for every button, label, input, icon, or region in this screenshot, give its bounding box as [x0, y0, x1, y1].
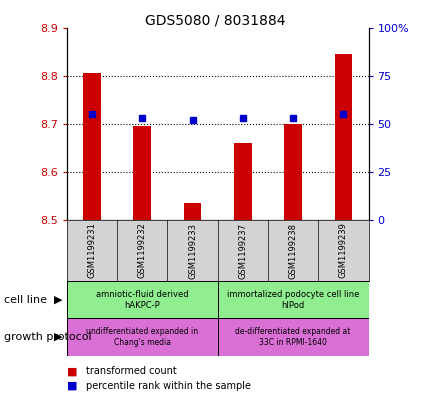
Text: GSM1199239: GSM1199239: [338, 222, 347, 279]
Bar: [284, 124, 301, 220]
Text: immortalized podocyte cell line
hIPod: immortalized podocyte cell line hIPod: [226, 290, 359, 310]
Text: GSM1199237: GSM1199237: [238, 222, 247, 279]
Text: transformed count: transformed count: [86, 366, 177, 376]
Text: ■: ■: [67, 381, 77, 391]
Text: cell line: cell line: [4, 295, 47, 305]
Bar: [67, 318, 217, 356]
Text: GSM1199232: GSM1199232: [138, 222, 146, 279]
Text: de-differentiated expanded at
33C in RPMI-1640: de-differentiated expanded at 33C in RPM…: [235, 327, 350, 347]
Text: GDS5080 / 8031884: GDS5080 / 8031884: [145, 14, 285, 28]
Text: GSM1199231: GSM1199231: [87, 222, 96, 279]
Text: ■: ■: [67, 366, 77, 376]
Bar: [334, 54, 351, 220]
Text: GSM1199233: GSM1199233: [187, 222, 197, 279]
Bar: [217, 281, 368, 318]
Bar: [133, 126, 150, 220]
Text: amniotic-fluid derived
hAKPC-P: amniotic-fluid derived hAKPC-P: [96, 290, 188, 310]
Text: percentile rank within the sample: percentile rank within the sample: [86, 381, 251, 391]
Bar: [183, 203, 201, 220]
Bar: [233, 143, 251, 220]
Text: ▶: ▶: [54, 332, 62, 342]
Text: ▶: ▶: [54, 295, 62, 305]
Text: growth protocol: growth protocol: [4, 332, 92, 342]
Text: undifferentiated expanded in
Chang's media: undifferentiated expanded in Chang's med…: [86, 327, 198, 347]
Bar: [67, 281, 217, 318]
Bar: [83, 73, 101, 220]
Bar: [217, 318, 368, 356]
Text: GSM1199238: GSM1199238: [288, 222, 297, 279]
